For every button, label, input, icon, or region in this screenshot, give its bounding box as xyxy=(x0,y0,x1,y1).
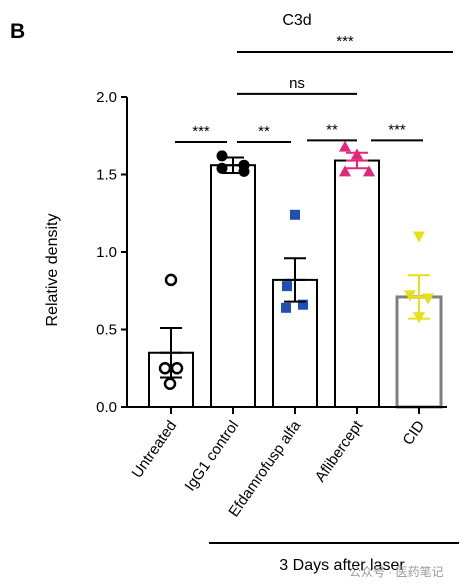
y-tick-label: 0.0 xyxy=(96,399,117,416)
x-tick-label: CID xyxy=(400,417,429,448)
x-tick-label: Aflibercept xyxy=(312,417,367,485)
chart-title: C3d xyxy=(282,12,311,29)
significance-label: *** xyxy=(388,121,406,138)
y-axis: 0.0 0.5 1.0 1.5 2.0 xyxy=(96,89,128,416)
y-tick-label: 1.0 xyxy=(96,244,117,261)
significance-label: *** xyxy=(192,123,210,140)
y-tick-label: 0.5 xyxy=(96,322,117,339)
data-point xyxy=(339,165,351,177)
x-tick-label: Untreated xyxy=(129,418,181,482)
y-axis-label: Relative density xyxy=(44,214,61,327)
significance-label: ** xyxy=(258,123,270,140)
data-points xyxy=(158,140,434,390)
data-point xyxy=(298,299,308,310)
data-point xyxy=(164,273,178,287)
data-point xyxy=(282,281,292,292)
data-point xyxy=(216,150,228,162)
bar xyxy=(334,159,380,408)
x-tick-label: IgG1 control xyxy=(181,418,242,495)
group-label: 3 Days after laser xyxy=(279,557,405,574)
data-point xyxy=(404,290,416,302)
data-point xyxy=(363,165,375,177)
data-point xyxy=(290,209,300,220)
data-point xyxy=(158,362,172,375)
panel-label: B xyxy=(10,20,25,43)
significance-label: ns xyxy=(289,75,305,92)
data-point xyxy=(339,140,351,152)
significance-brackets: *** **ns***** *** xyxy=(175,33,453,143)
significance-label: *** xyxy=(336,33,354,50)
watermark: 公众号 · 医药笔记 xyxy=(349,564,444,579)
y-tick-label: 2.0 xyxy=(96,89,117,106)
data-point xyxy=(413,231,425,243)
data-point xyxy=(281,302,291,313)
y-tick-label: 1.5 xyxy=(96,167,117,184)
error-bars xyxy=(160,151,430,379)
data-point xyxy=(170,362,184,375)
significance-label: ** xyxy=(326,121,338,138)
bar xyxy=(210,164,256,408)
group-bracket: 3 Days after laser xyxy=(209,542,459,574)
data-point xyxy=(238,165,250,177)
data-point xyxy=(163,377,177,390)
